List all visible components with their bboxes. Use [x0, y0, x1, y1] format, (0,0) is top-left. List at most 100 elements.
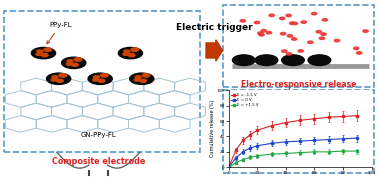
E = -1.5 V [298, 119, 302, 121]
E = -1.5 V [226, 166, 231, 168]
Circle shape [139, 79, 146, 82]
Circle shape [93, 79, 98, 81]
Circle shape [62, 57, 86, 68]
E = +1.5 V [298, 152, 302, 154]
Circle shape [37, 50, 43, 53]
Circle shape [124, 50, 130, 53]
E = +1.5 V [248, 156, 253, 158]
Circle shape [321, 33, 326, 35]
Circle shape [123, 53, 128, 55]
Circle shape [134, 79, 139, 81]
Circle shape [286, 14, 291, 17]
E = +1.5 V [355, 150, 359, 152]
E = +1.5 V [269, 153, 274, 155]
Y-axis label: Cumulative release (%): Cumulative release (%) [211, 100, 215, 158]
Circle shape [44, 48, 51, 52]
Circle shape [316, 31, 321, 33]
Circle shape [66, 63, 71, 65]
Text: PPy-FL: PPy-FL [47, 22, 72, 44]
Circle shape [311, 12, 317, 15]
E = -1.5 V [327, 116, 331, 118]
Circle shape [128, 53, 135, 57]
Circle shape [88, 73, 112, 84]
E = -1.5 V [248, 134, 253, 136]
Circle shape [74, 58, 82, 61]
Circle shape [261, 29, 266, 32]
E = -1.5 V [269, 125, 274, 127]
Circle shape [46, 73, 71, 84]
Circle shape [232, 55, 255, 65]
E = 0 V [327, 138, 331, 141]
Circle shape [280, 32, 286, 35]
E = +1.5 V [341, 150, 345, 152]
E = -1.5 V [341, 115, 345, 118]
E = -1.5 V [234, 149, 238, 151]
Line: E = -1.5 V: E = -1.5 V [228, 115, 358, 168]
E = 0 V [269, 142, 274, 144]
Circle shape [269, 14, 274, 17]
Circle shape [319, 37, 325, 39]
Bar [223, 5, 374, 87]
Bar [223, 90, 374, 173]
Circle shape [101, 74, 108, 77]
E = -1.5 V [284, 122, 288, 124]
FancyArrow shape [206, 40, 223, 61]
Circle shape [353, 47, 359, 50]
Circle shape [118, 47, 143, 59]
E = +1.5 V [312, 151, 317, 153]
Circle shape [131, 48, 138, 52]
Circle shape [291, 38, 297, 40]
E = +1.5 V [226, 166, 231, 168]
Circle shape [287, 35, 293, 37]
Circle shape [292, 22, 297, 25]
E = 0 V [312, 139, 317, 141]
Circle shape [308, 41, 313, 44]
Circle shape [51, 79, 56, 81]
E = -1.5 V [355, 115, 359, 117]
Circle shape [71, 63, 78, 66]
Circle shape [93, 76, 99, 78]
E = 0 V [298, 140, 302, 142]
E = 0 V [241, 151, 245, 153]
Text: Electro-responsive release: Electro-responsive release [241, 80, 356, 88]
Circle shape [258, 32, 263, 34]
E = 0 V [226, 166, 231, 168]
E = 0 V [341, 138, 345, 140]
Circle shape [240, 20, 245, 22]
Circle shape [301, 21, 306, 23]
E = -1.5 V [241, 139, 245, 141]
Circle shape [52, 76, 58, 78]
Circle shape [59, 74, 67, 77]
Circle shape [298, 50, 303, 52]
E = -1.5 V [255, 129, 260, 131]
Circle shape [356, 52, 362, 54]
Circle shape [286, 53, 291, 55]
E = +1.5 V [284, 152, 288, 155]
Line: E = +1.5 V: E = +1.5 V [228, 150, 358, 168]
Circle shape [282, 50, 287, 52]
Circle shape [282, 55, 304, 65]
Circle shape [322, 19, 328, 21]
E = 0 V [248, 147, 253, 149]
Legend: E = -1.5 V, E = 0 V, E = +1.5 V: E = -1.5 V, E = 0 V, E = +1.5 V [231, 92, 260, 108]
E = 0 V [234, 157, 238, 159]
Circle shape [280, 17, 285, 20]
Text: Composite electrode: Composite electrode [51, 158, 145, 166]
Text: GN-PPy-FL: GN-PPy-FL [81, 132, 116, 138]
Circle shape [266, 32, 272, 34]
Circle shape [142, 74, 150, 77]
E = +1.5 V [255, 155, 260, 157]
Circle shape [36, 53, 41, 55]
Circle shape [254, 21, 260, 24]
Circle shape [56, 79, 63, 82]
E = 0 V [255, 145, 260, 147]
Circle shape [290, 22, 295, 24]
Circle shape [308, 55, 331, 65]
Circle shape [255, 55, 278, 65]
E = +1.5 V [241, 159, 245, 161]
E = 0 V [355, 137, 359, 139]
Circle shape [363, 30, 368, 32]
Circle shape [41, 53, 48, 57]
Text: Electric trigger: Electric trigger [176, 23, 253, 32]
Circle shape [135, 76, 141, 78]
